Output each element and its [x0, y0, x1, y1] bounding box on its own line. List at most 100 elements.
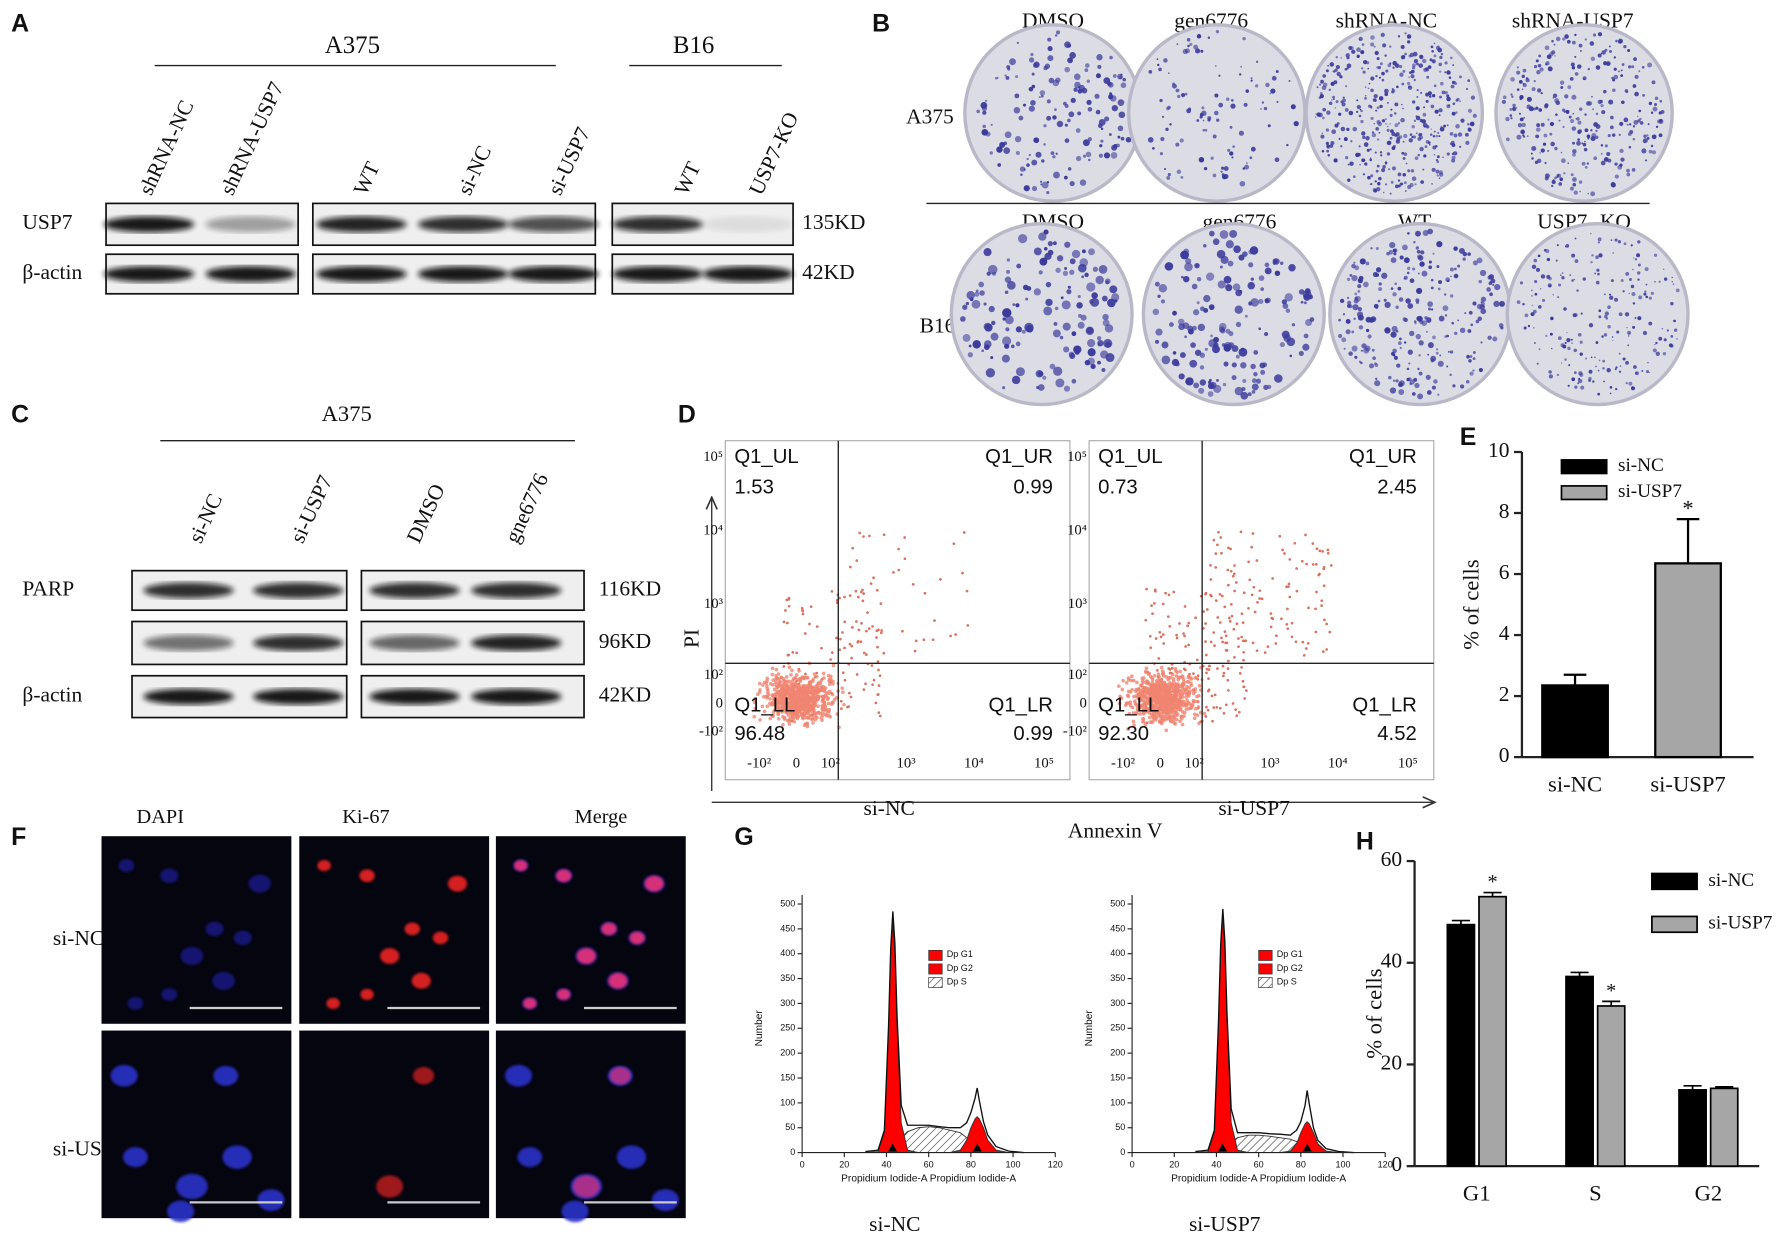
- colony: [1567, 162, 1570, 164]
- event: [1143, 723, 1148, 727]
- colony: [1216, 249, 1226, 259]
- y-tick-label: 200: [1110, 1048, 1125, 1058]
- event: [1152, 683, 1157, 687]
- colony: [1487, 275, 1492, 280]
- colony: [1610, 279, 1614, 283]
- colony: [978, 281, 985, 288]
- event: [800, 696, 805, 700]
- colony: [1430, 286, 1434, 290]
- colony: [983, 344, 990, 350]
- event: [850, 626, 854, 629]
- colony: [1551, 184, 1554, 188]
- colony: [1577, 378, 1583, 384]
- event: [862, 535, 865, 538]
- group-label: B16: [673, 32, 714, 59]
- colony: [1582, 142, 1587, 147]
- colony: [1412, 135, 1416, 139]
- colony: [1351, 330, 1355, 334]
- colony: [1452, 384, 1456, 388]
- event: [870, 664, 874, 667]
- colony: [1377, 181, 1380, 185]
- colony: [1555, 100, 1561, 106]
- event: [1164, 690, 1169, 694]
- colony: [1025, 325, 1034, 333]
- colony: [1004, 276, 1012, 283]
- colony: [1023, 185, 1030, 192]
- colony: [1152, 146, 1155, 150]
- event: [1287, 582, 1291, 586]
- colony: [1626, 172, 1631, 177]
- axis-label: Propidium Iodide-A Propidium Iodide-A: [1171, 1173, 1346, 1184]
- event: [1163, 700, 1168, 705]
- event: [1181, 710, 1185, 714]
- event: [1154, 637, 1158, 640]
- event: [1172, 716, 1177, 720]
- colony: [1015, 326, 1022, 333]
- colony: [1203, 294, 1211, 303]
- colony: [1391, 146, 1396, 150]
- event: [1175, 633, 1178, 637]
- colony: [1251, 378, 1257, 384]
- colony: [1435, 351, 1439, 355]
- event: [785, 598, 789, 602]
- colony: [1069, 269, 1075, 275]
- colony: [1064, 267, 1067, 270]
- colony: [1584, 166, 1588, 169]
- event: [804, 692, 809, 697]
- colony: [1550, 316, 1554, 321]
- colony: [1267, 384, 1272, 389]
- colony: [1370, 88, 1374, 93]
- colony: [1214, 65, 1217, 67]
- colony: [1655, 341, 1658, 345]
- y-tick-label: 450: [1110, 923, 1125, 933]
- colony: [1412, 100, 1416, 104]
- size-label: 116KD: [599, 576, 661, 600]
- colony: [1439, 95, 1442, 99]
- colony: [1238, 254, 1245, 261]
- colony: [1253, 371, 1258, 377]
- event: [859, 640, 863, 644]
- colony: [1453, 151, 1458, 156]
- colony: [1610, 181, 1616, 187]
- colony: [1413, 240, 1416, 244]
- colony: [1534, 280, 1538, 284]
- colony: [1603, 157, 1609, 162]
- colony: [1046, 115, 1052, 121]
- event: [1117, 701, 1122, 706]
- x-tick-label: 10²: [1185, 755, 1205, 771]
- colony: [1616, 330, 1620, 334]
- colony: [1345, 155, 1349, 160]
- colony: [988, 305, 995, 313]
- colony: [1031, 185, 1038, 192]
- colony: [1467, 108, 1473, 113]
- event: [1179, 716, 1184, 721]
- colony: [1615, 366, 1618, 369]
- colony: [1279, 341, 1285, 348]
- colony: [1391, 90, 1395, 94]
- event: [1135, 680, 1139, 685]
- event: [753, 697, 757, 701]
- colony: [1587, 67, 1591, 71]
- colony: [1248, 301, 1253, 306]
- event: [848, 594, 852, 597]
- colony: [1369, 183, 1371, 185]
- colony: [1250, 277, 1255, 281]
- colony: [1069, 258, 1076, 265]
- event: [876, 660, 880, 663]
- colony: [1342, 96, 1345, 99]
- colony: [1492, 336, 1498, 342]
- colony: [1250, 298, 1259, 307]
- colony: [1524, 313, 1529, 318]
- event: [1295, 567, 1298, 570]
- event: [1237, 645, 1240, 649]
- event: [1306, 641, 1310, 645]
- event: [1134, 688, 1138, 692]
- colony: [1554, 55, 1556, 57]
- colony: [1318, 112, 1323, 118]
- colony: [1061, 300, 1071, 310]
- event: [1193, 676, 1197, 680]
- colony: [1542, 298, 1546, 302]
- event: [1166, 675, 1171, 680]
- event: [1121, 678, 1125, 683]
- colony: [1117, 99, 1125, 106]
